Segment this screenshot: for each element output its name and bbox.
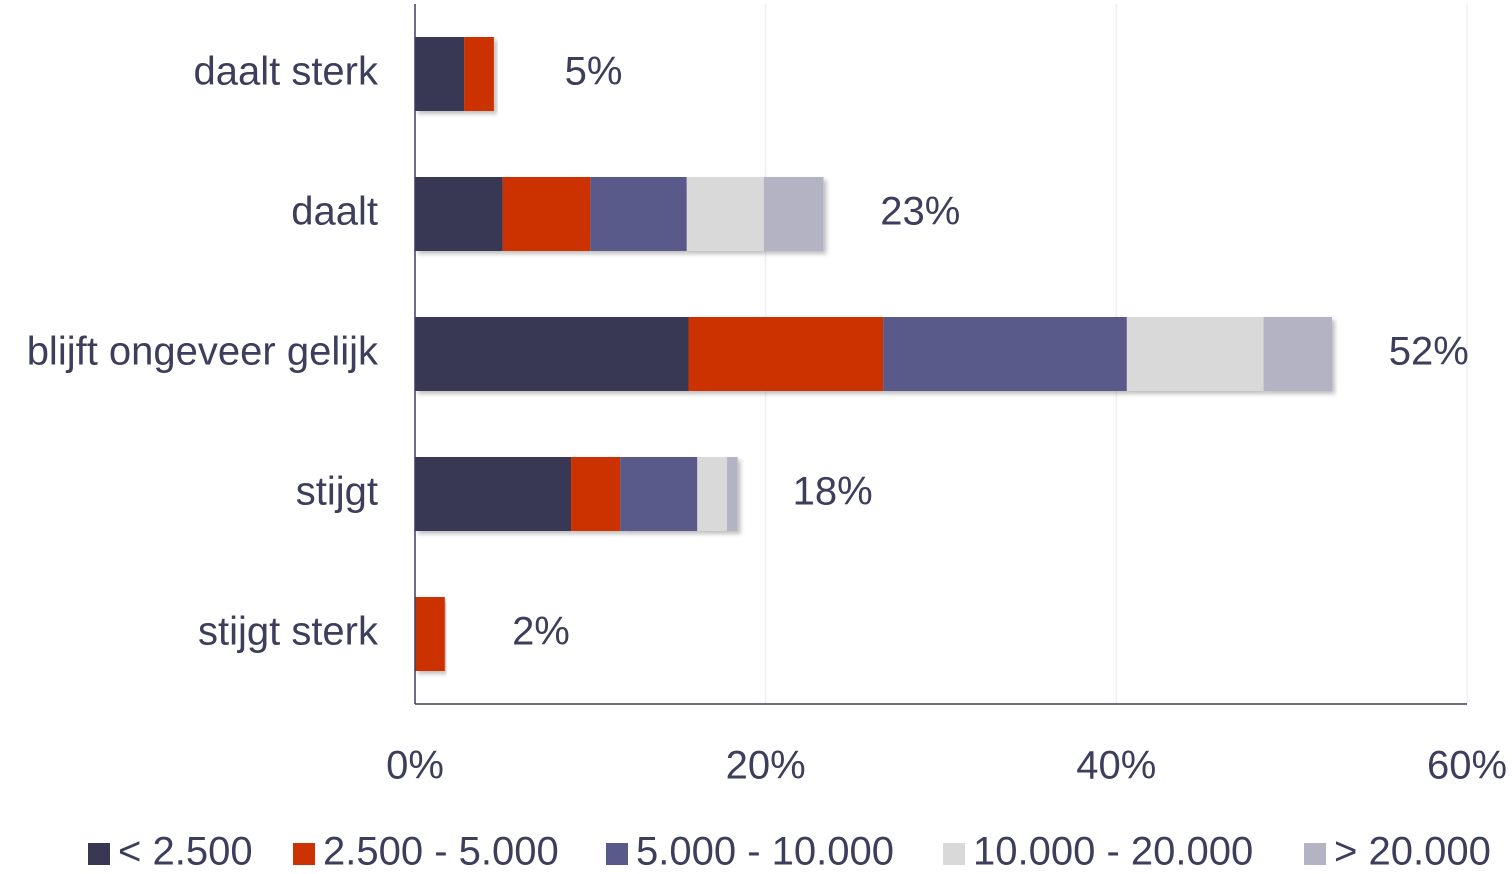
bar-segment [686,177,764,251]
bar-segment [415,597,445,671]
bar-segment [415,317,689,391]
bar-segment [415,37,465,111]
bar-segment [727,457,738,531]
bar-segment [415,457,572,531]
total-label: 23% [880,190,960,234]
bar-stack [415,597,445,671]
bar-stack [415,457,738,531]
bar-segment [697,457,728,531]
bar-segment [1126,317,1264,391]
bar-segment [620,457,698,531]
bar-stack [415,317,1332,391]
x-tick-label: 20% [726,744,806,788]
legend-label: 10.000 - 20.000 [973,830,1253,874]
x-tick-label: 0% [386,744,444,788]
total-label: 2% [512,610,570,654]
bar-segment [571,457,621,531]
legend-swatch [606,843,628,865]
bar-segment [590,177,687,251]
y-tick-label: stijgt sterk [198,610,379,654]
x-tick-label: 40% [1076,744,1156,788]
legend-label: > 20.000 [1334,830,1491,874]
y-tick-label: stijgt [296,470,378,514]
total-label: 52% [1389,330,1469,374]
bar-segment [688,317,884,391]
bar-segment [464,37,494,111]
total-label: 5% [565,50,623,94]
x-tick-label: 60% [1427,744,1507,788]
bar-segment [415,177,503,251]
legend-swatch [1304,843,1326,865]
legend-swatch [943,843,965,865]
legend-label: 2.500 - 5.000 [323,830,559,874]
bar-segment [883,317,1127,391]
y-tick-label: daalt [291,190,378,234]
total-label: 18% [793,470,873,514]
bar-stack [415,37,494,111]
legend-swatch [293,843,315,865]
bar-segment [763,177,824,251]
legend-label: 5.000 - 10.000 [636,830,894,874]
legend-swatch [88,843,110,865]
y-tick-label: blijft ongeveer gelijk [27,330,379,374]
legend-label: < 2.500 [118,830,253,874]
bar-segment [1263,317,1332,391]
y-tick-label: daalt sterk [193,50,379,94]
bar-stack [415,177,824,251]
bar-segment [502,177,591,251]
